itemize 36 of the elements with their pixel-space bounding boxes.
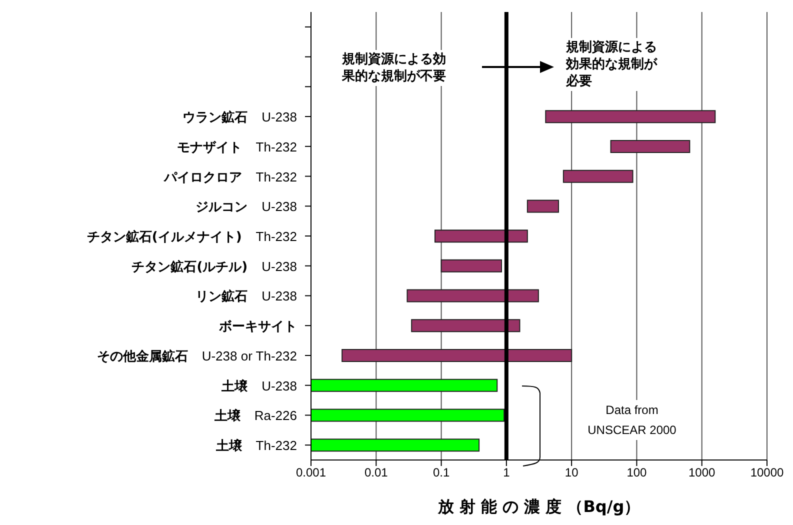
annotation: 規制資源による効果的な規制が必要: [564, 38, 662, 91]
y-tick-label: 土壌 Ra-226: [213, 408, 297, 424]
x-tick-label: 0.1: [432, 466, 450, 480]
y-tick-label: チタン鉱石(ルチル) U-238: [132, 258, 297, 275]
x-tick-label: 0.01: [364, 466, 388, 480]
bar: [610, 140, 690, 153]
bar: [545, 110, 716, 124]
bar: [311, 378, 498, 392]
y-tick-label: ボーキサイト: [218, 320, 297, 335]
bar: [411, 319, 520, 332]
x-tick-label: 1: [503, 466, 510, 480]
x-tick-label: 10000: [750, 466, 784, 480]
x-tick-label: 10: [564, 466, 579, 480]
annotation: 規制資源による効果的な規制が不要: [340, 50, 452, 86]
y-tick-label: ウラン鉱石 U-238: [182, 110, 297, 126]
y-tick-label: モナザイト Th-232: [176, 139, 297, 156]
y-tick-label: 土壌 U-238: [220, 378, 297, 394]
bar: [311, 438, 480, 452]
x-tick-label: 0.001: [296, 466, 326, 480]
y-tick-label: その他金属鉱石 U-238 or Th-232: [96, 348, 297, 364]
x-axis-title: 放 射 能 の 濃 度 （Bq/g）: [436, 497, 640, 516]
bar: [434, 230, 528, 243]
y-tick-label: 土壌 Th-232: [214, 438, 297, 454]
bar: [311, 408, 505, 422]
x-tick-label: 100: [626, 466, 648, 480]
y-tick-label: パイロクロア Th-232: [162, 169, 297, 186]
bar: [440, 259, 502, 272]
bar: [562, 170, 634, 183]
x-tick-label: 1000: [688, 466, 716, 480]
y-tick-label: ジルコン U-238: [196, 199, 297, 216]
annotation: Data from UNSCEAR 2000: [580, 400, 684, 440]
bar: [406, 289, 539, 302]
y-tick-label: チタン鉱石(イルメナイト) Th-232: [86, 229, 297, 245]
bar: [342, 349, 572, 362]
bar: [526, 200, 559, 213]
y-tick-label: リン鉱石 U-238: [196, 288, 297, 305]
